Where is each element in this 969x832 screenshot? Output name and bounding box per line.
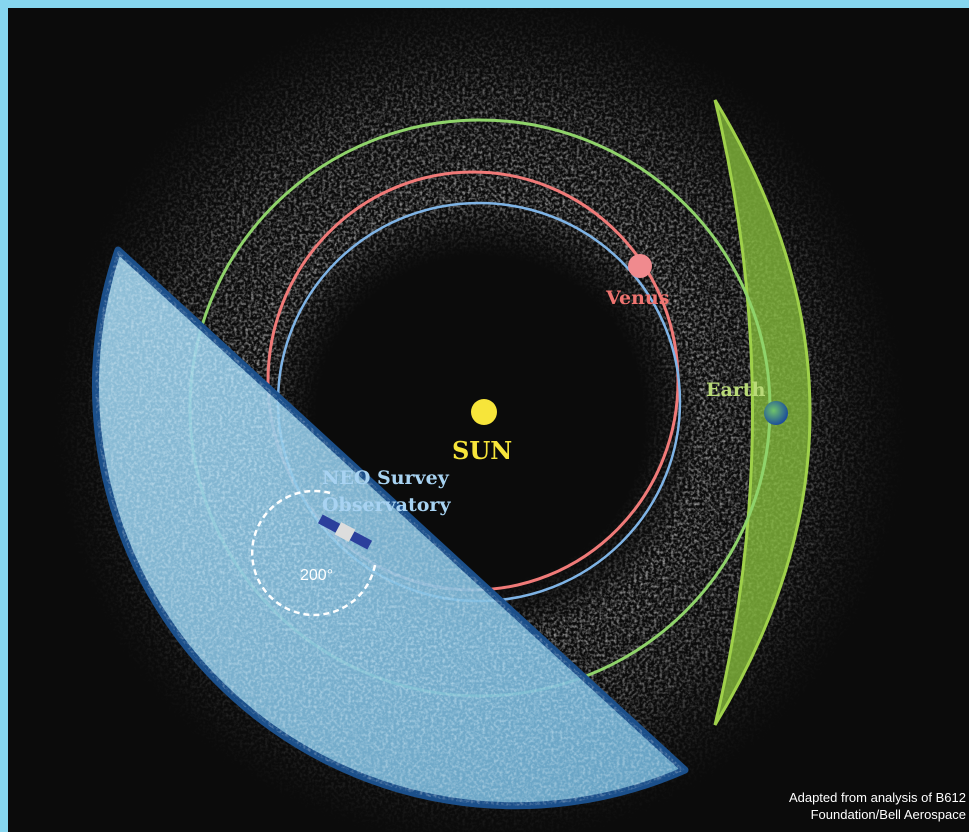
sun xyxy=(471,399,497,425)
earth-planet xyxy=(764,401,788,425)
earth-survey-zone xyxy=(713,99,812,726)
field-of-view-arc xyxy=(250,489,377,617)
sun-label: SUN xyxy=(452,436,512,465)
observatory-label: NEO Survey xyxy=(322,467,450,489)
earth-label: Earth xyxy=(706,379,766,401)
observatory-label: Observatory xyxy=(322,494,451,516)
venus-label: Venus xyxy=(605,287,669,309)
credit: Foundation/Bell Aerospace xyxy=(811,807,966,822)
survey-zone-texture xyxy=(95,250,686,806)
observatory-spacecraft xyxy=(317,514,373,550)
field-of-view-label: 200° xyxy=(300,567,333,584)
venus-planet xyxy=(628,254,652,278)
credit: Adapted from analysis of B612 xyxy=(789,790,966,805)
